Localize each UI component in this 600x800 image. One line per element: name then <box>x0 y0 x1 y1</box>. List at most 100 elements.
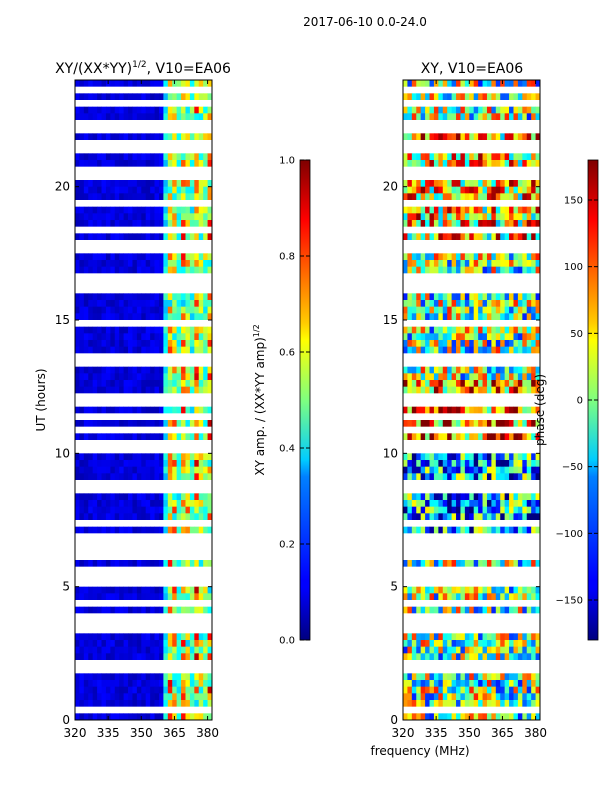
heatmap-cell <box>513 160 519 168</box>
heatmap-cell <box>119 500 125 508</box>
heatmap-cell <box>460 653 466 661</box>
heatmap-cell <box>83 493 89 501</box>
heatmap-cell <box>416 206 422 214</box>
heatmap-cell <box>535 406 541 414</box>
heatmap-cell <box>189 686 195 694</box>
heatmap-cell <box>150 653 155 661</box>
heatmap-cell <box>451 513 457 521</box>
heatmap-cell <box>456 113 461 121</box>
heatmap-cell <box>92 646 98 654</box>
heatmap-cell <box>531 640 536 648</box>
heatmap-cell <box>478 306 483 314</box>
heatmap-cell <box>478 260 483 268</box>
heatmap-cell <box>447 473 453 481</box>
heatmap-cell <box>420 160 426 168</box>
flagged-time-gap <box>403 166 540 174</box>
heatmap-cell <box>535 693 541 701</box>
heatmap-cell <box>464 266 470 274</box>
heatmap-cell <box>97 560 102 568</box>
heatmap-cell <box>531 186 536 194</box>
heatmap-cell <box>403 346 408 354</box>
heatmap-cell <box>189 513 195 521</box>
heatmap-cell <box>482 433 488 441</box>
heatmap-cell <box>451 293 457 301</box>
heatmap-cell <box>442 713 448 721</box>
heatmap-cell <box>482 526 488 534</box>
heatmap-cell <box>464 93 470 101</box>
heatmap-cell <box>403 153 408 161</box>
heatmap-cell <box>478 686 483 694</box>
heatmap-cell <box>500 473 506 481</box>
heatmap-cell <box>464 160 470 168</box>
heatmap-cell <box>451 460 457 468</box>
heatmap-cell <box>105 500 111 508</box>
heatmap-cell <box>469 386 475 394</box>
heatmap-cell <box>407 406 413 414</box>
heatmap-cell <box>145 420 151 428</box>
heatmap-cell <box>407 420 413 428</box>
heatmap-cell <box>473 293 479 301</box>
heatmap-cell <box>114 593 120 601</box>
heatmap-cell <box>97 333 102 341</box>
heatmap-cell <box>460 453 466 461</box>
heatmap-cell <box>141 373 147 381</box>
heatmap-cell <box>522 680 528 688</box>
heatmap-cell <box>447 373 453 381</box>
flagged-time-gap <box>75 126 212 134</box>
heatmap-cell <box>517 653 523 661</box>
heatmap-cell <box>456 693 461 701</box>
heatmap-cell <box>531 680 536 688</box>
heatmap-cell <box>526 260 532 268</box>
heatmap-cell <box>513 260 519 268</box>
flagged-time-gap <box>403 393 540 400</box>
heatmap-cell <box>438 386 444 394</box>
heatmap-cell <box>154 233 160 241</box>
heatmap-cell <box>110 526 116 534</box>
heatmap-cell <box>158 593 164 601</box>
heatmap-cell <box>189 560 195 568</box>
heatmap-cell <box>473 260 479 268</box>
heatmap-cell <box>114 266 120 274</box>
heatmap-cell <box>482 560 488 568</box>
heatmap-cell <box>132 160 138 168</box>
heatmap-cell <box>172 460 178 468</box>
heatmap-cell <box>119 106 125 114</box>
heatmap-cell <box>531 686 536 694</box>
heatmap-cell <box>185 653 191 661</box>
heatmap-cell <box>158 640 164 648</box>
heatmap-cell <box>158 606 164 614</box>
heatmap-cell <box>504 673 510 681</box>
heatmap-cell <box>460 93 466 101</box>
heatmap-cell <box>438 466 444 474</box>
flagged-time-gap <box>75 173 212 180</box>
heatmap-cell <box>500 653 506 661</box>
heatmap-cell <box>517 293 523 301</box>
heatmap-cell <box>154 633 160 641</box>
heatmap-cell <box>504 300 510 308</box>
heatmap-cell <box>189 586 195 594</box>
heatmap-cell <box>132 433 138 441</box>
heatmap-cell <box>150 153 155 161</box>
heatmap-cell <box>119 406 125 414</box>
heatmap-cell <box>447 680 453 688</box>
heatmap-cell <box>403 606 408 614</box>
flagged-time-gap <box>75 620 212 627</box>
heatmap-cell <box>433 206 439 214</box>
heatmap-cell <box>158 453 164 461</box>
heatmap-cell <box>535 373 541 381</box>
heatmap-cell <box>88 186 94 194</box>
heatmap-cell <box>167 366 173 374</box>
heatmap-cell <box>438 93 444 101</box>
heatmap-cell <box>517 466 523 474</box>
heatmap-cell <box>433 326 439 334</box>
heatmap-cell <box>172 186 178 194</box>
heatmap-cell <box>504 260 510 268</box>
heatmap-cell <box>136 640 142 648</box>
heatmap-cell <box>425 313 430 321</box>
heatmap-cell <box>495 93 501 101</box>
heatmap-cell <box>425 260 430 268</box>
heatmap-cell <box>128 340 133 348</box>
heatmap-cell <box>136 693 142 701</box>
heatmap-cell <box>176 653 182 661</box>
